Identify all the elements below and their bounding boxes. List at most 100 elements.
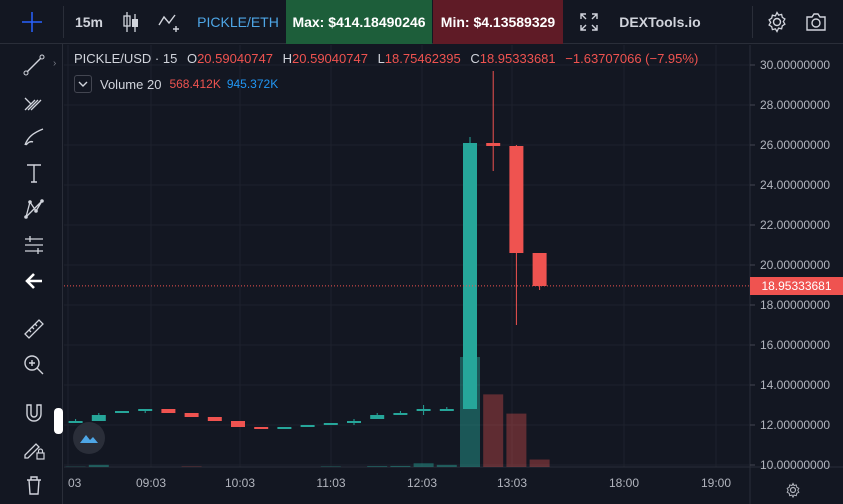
volume-bar: [181, 466, 202, 467]
price-tick-label: 14.00000000: [760, 378, 830, 392]
magnet-icon: [26, 404, 42, 422]
candle-body: [300, 425, 315, 427]
indicators-icon: [158, 14, 179, 32]
brand-link[interactable]: DEXTools.io: [619, 14, 701, 30]
volume-bar: [390, 465, 411, 467]
crosshair-tool-button[interactable]: [0, 0, 63, 44]
candle-body: [347, 421, 361, 423]
expand-arrow-icon[interactable]: ›: [53, 58, 57, 69]
lock-drawing-button[interactable]: [16, 434, 52, 464]
text-icon: [27, 164, 41, 183]
trendline-icon: [23, 54, 45, 76]
legend-close-label: C: [470, 51, 480, 66]
magnet-tool-button[interactable]: [16, 398, 52, 428]
candle-type-button[interactable]: [114, 0, 148, 44]
volume-bar: [88, 464, 109, 467]
last-price-tag: 18.95333681: [750, 276, 843, 295]
candlestick-icon: [123, 12, 138, 32]
legend-high-value: 20.59040747: [292, 51, 368, 66]
price-tick-label: 22.00000000: [760, 218, 830, 232]
ruler-tool-button[interactable]: [16, 314, 52, 344]
ohlc-legend: PICKLE/USD · 15 O20.59040747 H20.5904074…: [74, 51, 698, 66]
text-tool-button[interactable]: [16, 158, 52, 188]
volume-bar: [413, 463, 434, 467]
candle-body: [393, 413, 408, 415]
candle-body: [161, 409, 176, 413]
volume-bar: [367, 466, 388, 467]
volume-bar: [506, 413, 527, 467]
chart-settings-button[interactable]: [785, 482, 801, 499]
candle-body: [184, 413, 199, 417]
volume-value-b: 945.372K: [226, 77, 279, 91]
collapse-toggle[interactable]: [74, 75, 92, 93]
candle-body: [91, 415, 106, 421]
prediction-tool-button[interactable]: [16, 230, 52, 260]
legend-symbol: PICKLE/USD · 15: [74, 51, 178, 66]
brush-icon: [24, 128, 44, 146]
dextools-logo: [73, 422, 105, 454]
top-toolbar: 15m PICKLE/ETH Max: $414.18490246 Min: $…: [0, 0, 843, 44]
legend-close-value: 18.95333681: [479, 51, 556, 66]
candle-body: [463, 143, 477, 409]
price-tick-label: 26.00000000: [760, 138, 830, 152]
ruler-icon: [24, 319, 44, 339]
camera-icon: [806, 13, 826, 31]
legend-open-label: O: [186, 51, 198, 66]
trash-icon: [27, 476, 41, 495]
arrow-left-icon: [25, 273, 42, 289]
pair-symbol-link[interactable]: PICKLE/ETH: [197, 14, 279, 30]
volume-legend: Volume 20 568.412K 945.372K: [74, 75, 278, 93]
price-tick-label: 18.00000000: [760, 298, 830, 312]
interval-button[interactable]: 15m: [74, 14, 104, 30]
time-tick-label: 13:03: [497, 476, 527, 490]
price-tick-label: 16.00000000: [760, 338, 830, 352]
candle-body: [68, 421, 83, 423]
screenshot-button[interactable]: [800, 0, 832, 44]
time-tick-label: 11:03: [316, 476, 345, 490]
candle-body: [254, 427, 269, 429]
fullscreen-button[interactable]: [572, 0, 606, 44]
candle-body: [115, 411, 129, 413]
candle-body: [231, 421, 245, 427]
pitchfork-icon: [24, 97, 42, 111]
volume-bar: [436, 464, 457, 467]
price-tick-label: 12.00000000: [760, 418, 830, 432]
indicators-button[interactable]: [150, 0, 190, 44]
time-tick-label: 09:03: [136, 476, 166, 490]
volume-label: Volume 20: [100, 76, 162, 92]
gear-icon: [786, 482, 800, 499]
pencil-lock-icon: [24, 443, 45, 460]
chart-canvas[interactable]: 30.00000000 28.00000000 26.00000000 24.0000…: [64, 45, 843, 504]
candle-body: [509, 146, 524, 253]
legend-low-value: 18.75462395: [384, 51, 461, 66]
volume-bar: [320, 466, 341, 467]
zoom-tool-button[interactable]: [16, 350, 52, 380]
candle-body: [277, 427, 292, 429]
crosshair-icon: [21, 12, 42, 32]
legend-change-value: −1.63707066 (−7.95%): [565, 51, 699, 66]
candle-body: [486, 143, 501, 146]
time-tick-label: 10:03: [225, 476, 255, 490]
candle-body: [138, 409, 153, 411]
scroll-handle[interactable]: [54, 408, 63, 434]
toolbar-divider: [63, 6, 64, 38]
pattern-tool-button[interactable]: [16, 194, 52, 224]
measure-lines-icon: [25, 236, 43, 254]
price-chart[interactable]: 30.00000000 28.00000000 26.00000000 24.0000…: [64, 45, 843, 504]
time-tick-label: 12:03: [407, 476, 437, 490]
legend-high-label: H: [282, 51, 293, 66]
price-tick-label: 24.00000000: [760, 178, 830, 192]
trendline-tool-button[interactable]: [16, 50, 52, 80]
fib-tool-button[interactable]: [16, 86, 52, 116]
price-tick-label: 20.00000000: [760, 258, 830, 272]
brush-tool-button[interactable]: [16, 122, 52, 152]
hide-drawings-button[interactable]: [16, 470, 52, 500]
price-tick-label: 10.00000000: [760, 458, 830, 472]
price-tick-label: 28.00000000: [760, 98, 830, 112]
volume-value-a: 568.412K: [169, 77, 221, 91]
toolbar-divider: [752, 6, 753, 38]
back-button[interactable]: [16, 266, 52, 296]
candle-body: [323, 423, 338, 425]
settings-button[interactable]: [762, 0, 792, 44]
time-tick-label: 03: [68, 476, 82, 490]
